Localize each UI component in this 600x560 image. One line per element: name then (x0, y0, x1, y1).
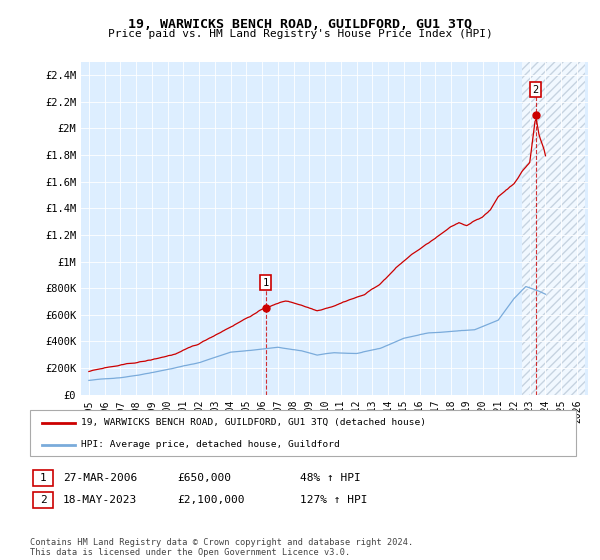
Text: 27-MAR-2006: 27-MAR-2006 (63, 473, 137, 483)
Text: 19, WARWICKS BENCH ROAD, GUILDFORD, GU1 3TQ: 19, WARWICKS BENCH ROAD, GUILDFORD, GU1 … (128, 18, 472, 31)
Polygon shape (522, 62, 585, 395)
Text: HPI: Average price, detached house, Guildford: HPI: Average price, detached house, Guil… (81, 440, 340, 449)
Text: Contains HM Land Registry data © Crown copyright and database right 2024.
This d: Contains HM Land Registry data © Crown c… (30, 538, 413, 557)
Text: 2: 2 (533, 85, 539, 95)
Text: 18-MAY-2023: 18-MAY-2023 (63, 495, 137, 505)
Text: Price paid vs. HM Land Registry's House Price Index (HPI): Price paid vs. HM Land Registry's House … (107, 29, 493, 39)
Text: £650,000: £650,000 (177, 473, 231, 483)
Text: 2: 2 (40, 495, 47, 505)
Text: 1: 1 (263, 278, 269, 288)
Text: 1: 1 (40, 473, 47, 483)
Text: 127% ↑ HPI: 127% ↑ HPI (300, 495, 367, 505)
Text: 19, WARWICKS BENCH ROAD, GUILDFORD, GU1 3TQ (detached house): 19, WARWICKS BENCH ROAD, GUILDFORD, GU1 … (81, 418, 426, 427)
Text: £2,100,000: £2,100,000 (177, 495, 245, 505)
Text: 48% ↑ HPI: 48% ↑ HPI (300, 473, 361, 483)
